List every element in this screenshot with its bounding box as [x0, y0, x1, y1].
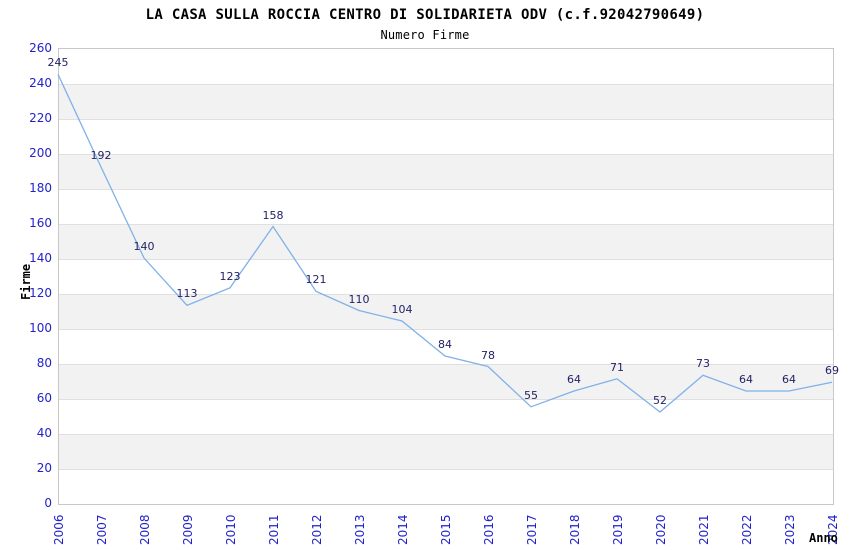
- data-point-label: 71: [610, 360, 624, 374]
- y-tick-label: 80: [36, 356, 52, 370]
- chart-subtitle: Numero Firme: [380, 28, 470, 42]
- y-tick-label: 140: [29, 251, 52, 265]
- background-band: [59, 84, 833, 119]
- x-tick-label: 2012: [310, 514, 324, 545]
- background-band: [59, 469, 833, 504]
- x-tick-label: 2022: [740, 514, 754, 545]
- data-point-label: 158: [262, 208, 284, 222]
- gridline: [59, 329, 833, 330]
- x-tick-label: 2010: [224, 514, 238, 545]
- gridline: [59, 119, 833, 120]
- gridline: [59, 259, 833, 260]
- x-tick-label: 2018: [568, 514, 582, 545]
- background-band: [59, 119, 833, 154]
- background-band: [59, 154, 833, 189]
- data-point-label: 69: [825, 364, 839, 378]
- gridline: [59, 224, 833, 225]
- chart-title: LA CASA SULLA ROCCIA CENTRO DI SOLIDARIE…: [145, 7, 705, 23]
- data-point-label: 55: [524, 388, 538, 402]
- data-point-label: 73: [696, 357, 710, 371]
- background-band: [59, 224, 833, 259]
- y-tick-label: 20: [36, 461, 52, 475]
- x-tick-label: 2007: [95, 514, 109, 545]
- gridline: [59, 84, 833, 85]
- y-tick-label: 240: [29, 76, 52, 90]
- y-tick-label: 220: [29, 111, 52, 125]
- gridline: [59, 189, 833, 190]
- y-tick-label: 120: [29, 286, 52, 300]
- data-point-label: 78: [481, 348, 495, 362]
- background-band: [59, 434, 833, 469]
- x-tick-label: 2017: [525, 514, 539, 545]
- background-band: [59, 49, 833, 84]
- data-point-label: 123: [219, 269, 241, 283]
- plot-area: [58, 48, 834, 505]
- x-tick-label: 2008: [138, 514, 152, 545]
- gridline: [59, 399, 833, 400]
- y-tick-label: 0: [44, 496, 52, 510]
- y-axis-title: Firme: [19, 263, 33, 300]
- y-tick-label: 40: [36, 426, 52, 440]
- data-point-label: 64: [739, 373, 753, 386]
- data-point-label: 192: [90, 149, 112, 162]
- x-tick-label: 2023: [783, 514, 797, 545]
- y-tick-label: 160: [29, 216, 52, 230]
- x-tick-label: 2019: [611, 514, 625, 545]
- y-tick-label: 180: [29, 181, 52, 195]
- data-point-label: 113: [176, 287, 198, 301]
- x-axis-title: Anno: [809, 531, 838, 545]
- x-tick-label: 2020: [654, 514, 668, 545]
- background-band: [59, 399, 833, 434]
- gridline: [59, 154, 833, 155]
- y-tick-label: 260: [29, 41, 52, 55]
- data-point-label: 84: [438, 338, 452, 351]
- data-point-label: 121: [305, 273, 327, 287]
- data-point-label: 110: [348, 292, 370, 306]
- background-band: [59, 189, 833, 224]
- x-tick-label: 2014: [396, 514, 410, 545]
- x-tick-label: 2021: [697, 514, 711, 545]
- x-tick-label: 2006: [52, 514, 66, 545]
- data-point-label: 104: [391, 303, 413, 316]
- data-point-label: 52: [653, 394, 667, 407]
- x-tick-label: 2011: [267, 514, 281, 545]
- data-point-label: 64: [782, 373, 796, 386]
- x-tick-label: 2013: [353, 514, 367, 545]
- x-tick-label: 2015: [439, 514, 453, 545]
- x-tick-label: 2016: [482, 514, 496, 545]
- data-point-label: 140: [133, 240, 155, 253]
- y-tick-label: 100: [29, 321, 52, 335]
- gridline: [59, 469, 833, 470]
- x-tick-label: 2009: [181, 514, 195, 545]
- gridline: [59, 434, 833, 435]
- data-point-label: 64: [567, 373, 581, 386]
- y-tick-label: 60: [36, 391, 52, 405]
- y-tick-label: 200: [29, 146, 52, 160]
- data-point-label: 245: [47, 56, 69, 70]
